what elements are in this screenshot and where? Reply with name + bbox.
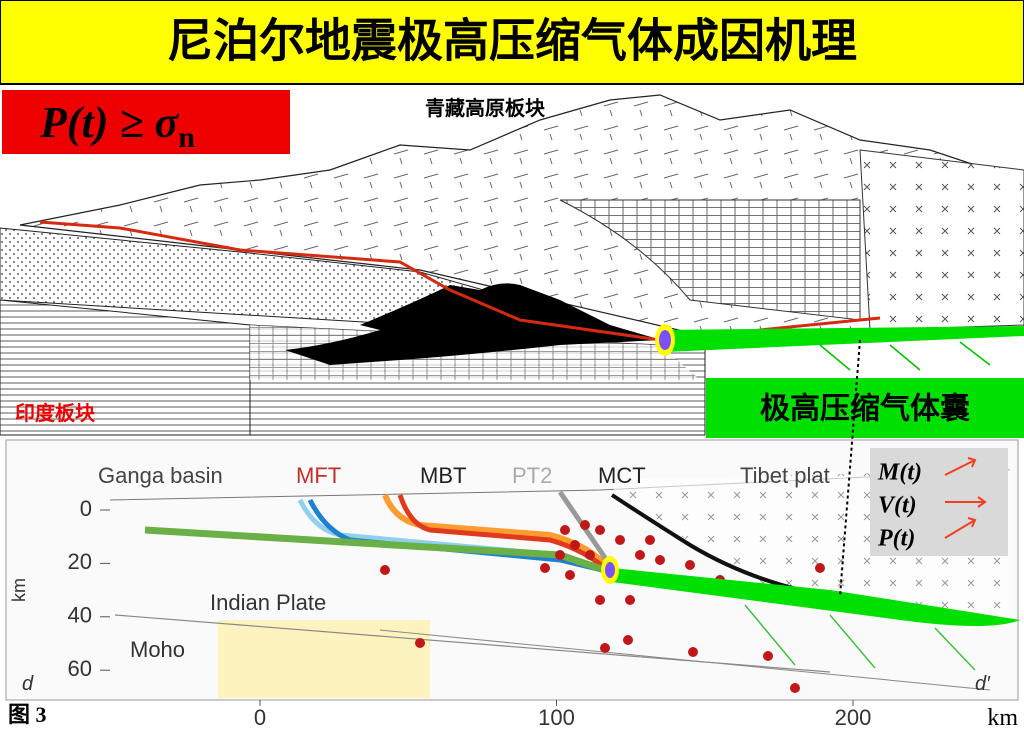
gas-layer (660, 326, 1024, 352)
source-core-section (605, 562, 615, 578)
section-label: MFT (296, 463, 341, 488)
depth-tick-label: 20 (68, 549, 92, 574)
depth-tick-label: 0 (80, 496, 92, 521)
section-label: PT2 (512, 463, 552, 488)
legend-arrows (944, 457, 987, 539)
tibet-label: 青藏高原板块 (425, 96, 546, 120)
link-arrow (839, 339, 861, 597)
mct-fault (610, 493, 801, 592)
depth-tick-label: 60 (68, 656, 92, 681)
quakes (380, 520, 825, 693)
distance-tick-label: 100 (538, 705, 575, 730)
legend-item: V(t) (878, 493, 917, 519)
distance-unit: km (987, 705, 1018, 731)
axis-unit: km (9, 578, 29, 602)
fault-red (397, 494, 612, 574)
section-label: MBT (420, 463, 466, 488)
title: 尼泊尔地震极高压缩气体成因机理 (167, 14, 857, 68)
legend-item: M(t) (877, 460, 922, 486)
section-label: Ganga basin (98, 463, 223, 488)
block-diagram: P(t) ≥ σn 青藏高原板块 印度板块 极高压缩气体囊 (0, 90, 1024, 438)
cross-section (5, 339, 1020, 701)
gas-arrows-section (744, 604, 976, 671)
gas-label: 极高压缩气体囊 (760, 392, 970, 427)
formula: P(t) ≥ σn (39, 98, 195, 154)
formula-main: P(t) ≥ σ (39, 98, 180, 147)
title-band (0, 0, 1024, 85)
distance-tick-label: 200 (835, 705, 872, 730)
figure-label: 图 3 (8, 702, 47, 727)
arc-layers (559, 199, 861, 321)
d-label: d (22, 673, 34, 695)
thrust-fault (39, 220, 881, 342)
section-label: MCT (598, 463, 646, 488)
gas-box (706, 378, 1024, 438)
india-label: 印度板块 (15, 401, 96, 425)
section-label: Tibet plat (740, 463, 830, 488)
d-prime-label: d′ (975, 673, 991, 695)
depth-tick-label: 40 (68, 603, 92, 628)
gas-arrows (819, 341, 991, 371)
yellow-zone (218, 620, 430, 698)
tibet-block (859, 149, 1024, 331)
legend-item: P(t) (877, 526, 915, 552)
fault-orange (382, 493, 613, 572)
black-mass (285, 283, 660, 365)
lower-line (379, 629, 991, 691)
formula-box (2, 90, 290, 154)
indian-plate-label: Indian Plate (210, 590, 326, 615)
gas-layer-section (612, 568, 1020, 626)
moho-label: Moho (130, 637, 185, 662)
source-core (659, 330, 671, 350)
formula-subscript: n (178, 121, 195, 154)
distance-tick-label: 0 (254, 705, 266, 730)
